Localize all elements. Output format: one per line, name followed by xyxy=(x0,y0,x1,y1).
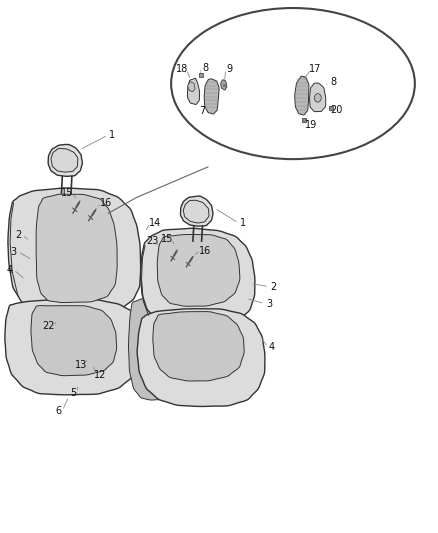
PathPatch shape xyxy=(184,200,209,223)
Text: 4: 4 xyxy=(269,342,275,352)
Text: 12: 12 xyxy=(95,370,107,379)
PathPatch shape xyxy=(187,82,195,92)
Text: 2: 2 xyxy=(270,281,276,292)
Text: 8: 8 xyxy=(202,63,208,72)
Text: 18: 18 xyxy=(176,64,188,74)
PathPatch shape xyxy=(157,235,240,306)
Text: 7: 7 xyxy=(199,106,205,116)
PathPatch shape xyxy=(5,299,140,395)
PathPatch shape xyxy=(31,305,117,376)
PathPatch shape xyxy=(128,298,169,400)
PathPatch shape xyxy=(137,309,265,407)
PathPatch shape xyxy=(141,228,255,326)
Text: 13: 13 xyxy=(74,360,87,369)
PathPatch shape xyxy=(221,80,227,90)
PathPatch shape xyxy=(48,144,82,176)
Text: 2: 2 xyxy=(15,230,21,240)
PathPatch shape xyxy=(180,196,213,226)
Text: 8: 8 xyxy=(330,77,336,87)
Text: 19: 19 xyxy=(305,120,318,131)
Text: 1: 1 xyxy=(110,130,116,140)
Text: 20: 20 xyxy=(330,105,343,115)
Text: 15: 15 xyxy=(61,188,74,198)
Text: 15: 15 xyxy=(161,234,173,244)
PathPatch shape xyxy=(310,83,326,112)
Circle shape xyxy=(314,94,321,102)
Text: 3: 3 xyxy=(11,247,17,257)
Text: 6: 6 xyxy=(55,406,61,416)
Text: 17: 17 xyxy=(309,64,322,74)
PathPatch shape xyxy=(36,194,117,303)
Text: 1: 1 xyxy=(240,218,246,228)
PathPatch shape xyxy=(204,79,219,114)
Text: 16: 16 xyxy=(199,246,211,256)
Text: 14: 14 xyxy=(148,218,161,228)
Text: 9: 9 xyxy=(227,64,233,74)
PathPatch shape xyxy=(51,149,78,172)
PathPatch shape xyxy=(8,188,141,314)
Text: 3: 3 xyxy=(266,298,272,309)
Text: 16: 16 xyxy=(100,198,112,208)
Text: 22: 22 xyxy=(42,321,55,331)
Text: 4: 4 xyxy=(6,265,12,274)
Text: 5: 5 xyxy=(70,387,76,398)
PathPatch shape xyxy=(187,78,200,104)
PathPatch shape xyxy=(153,312,244,381)
Text: 23: 23 xyxy=(147,236,159,246)
PathPatch shape xyxy=(295,76,309,115)
